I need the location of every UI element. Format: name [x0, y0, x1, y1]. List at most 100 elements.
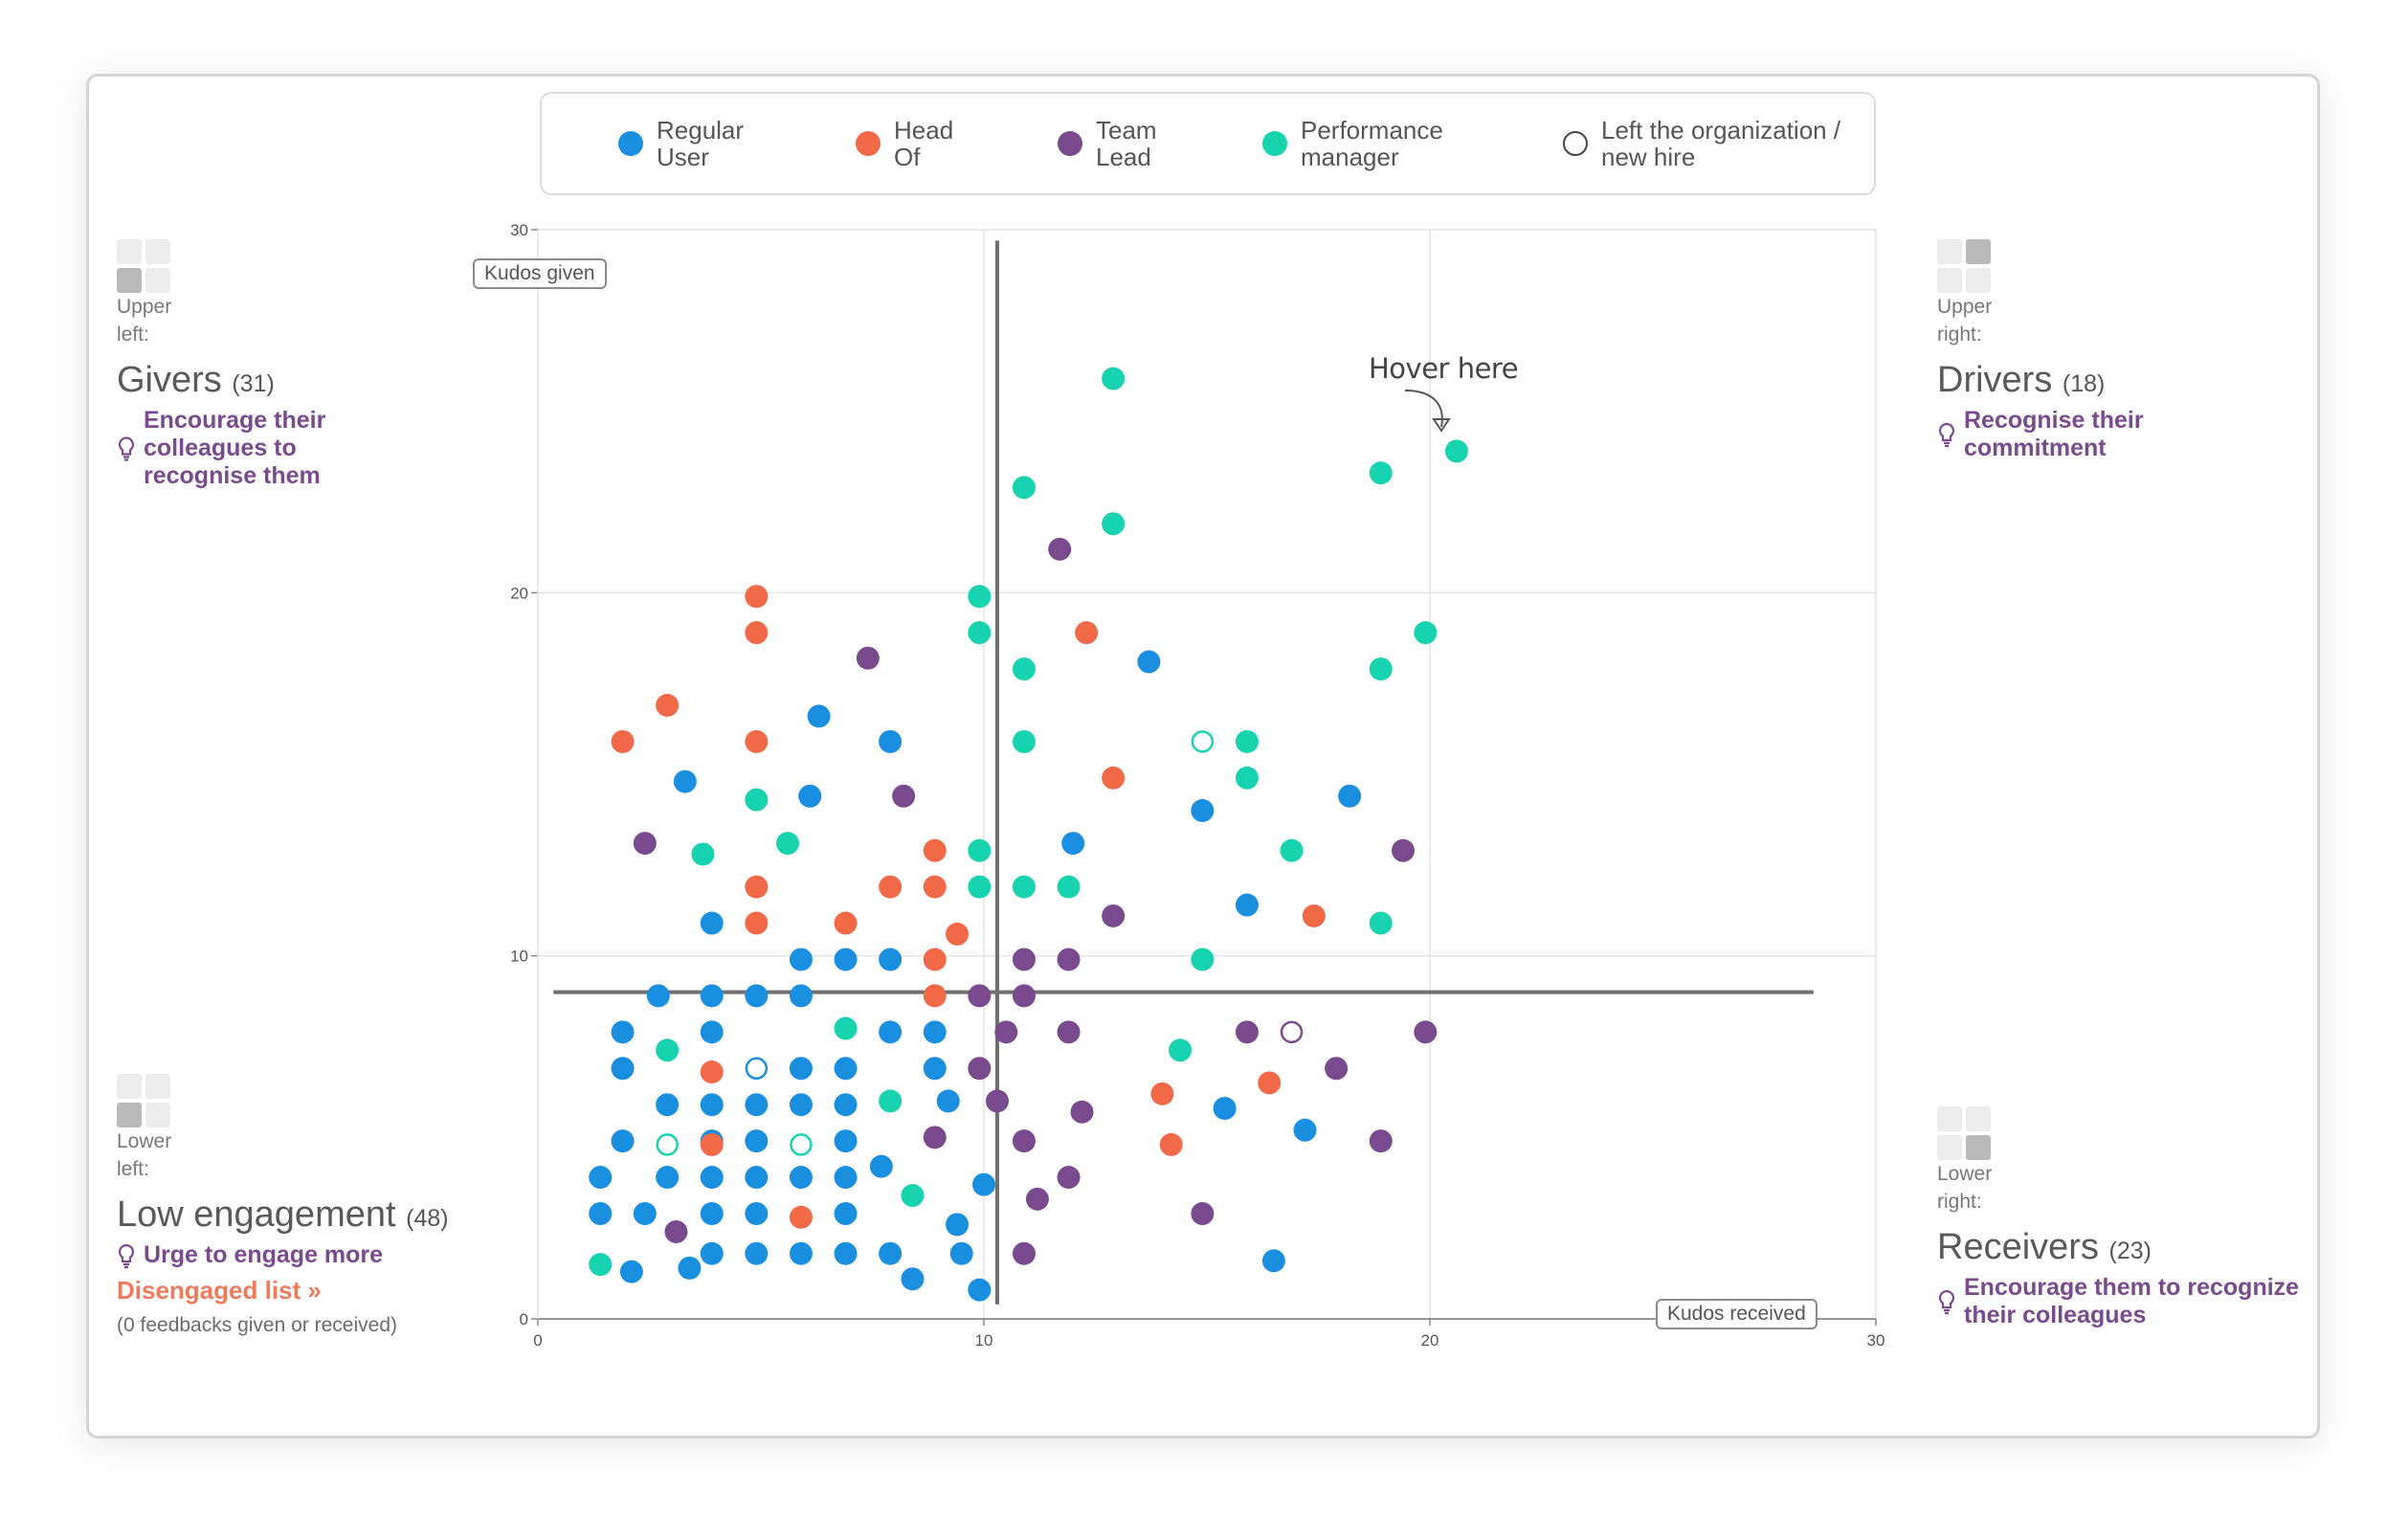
legend-label: Head Of: [894, 116, 954, 171]
quadrant-tip: Recognise their commitment: [1937, 407, 2320, 462]
double-chevron-right-icon: »: [307, 1276, 322, 1305]
lightbulb-icon: [1938, 422, 1955, 448]
x-tick-label: 20: [1421, 1331, 1439, 1350]
data-point-regular: [789, 984, 813, 1008]
data-point-regular: [589, 1166, 613, 1190]
quadrant-upper-right-icon: [1937, 239, 1991, 293]
data-point-perf: [901, 1184, 925, 1208]
data-point-regular: [968, 1278, 992, 1302]
data-point-perf: [1369, 911, 1393, 935]
quadrant-tip: Encourage them to recognize their collea…: [1937, 1274, 2320, 1329]
legend-item-team-lead[interactable]: Team Lead: [1058, 94, 1172, 193]
data-point-regular: [700, 1166, 724, 1190]
data-point-regular: [1061, 832, 1085, 856]
quadrant-count: (31): [232, 370, 275, 397]
quadrant-tip: Urge to engage more: [117, 1241, 519, 1270]
data-point-lead: [994, 1020, 1018, 1044]
data-point-perf: [879, 1089, 903, 1113]
data-point-lead: [633, 832, 657, 856]
curved-arrow-icon: [1404, 390, 1451, 433]
legend: Regular User Head Of Team Lead Performan…: [540, 92, 1876, 195]
data-point-lead: [923, 1126, 947, 1149]
data-point-regular: [879, 1241, 903, 1265]
data-point-head: [1102, 766, 1126, 790]
legend-item-performance-manager[interactable]: Performance manager: [1262, 94, 1492, 193]
quadrant-tip-text: Recognise their commitment: [1964, 407, 2144, 461]
data-point-perf: [775, 832, 799, 856]
data-point-regular: [923, 1057, 947, 1081]
data-point-lead: [856, 646, 880, 670]
data-point-regular: [700, 1020, 724, 1044]
legend-item-left-organization[interactable]: Left the organization / new hire: [1563, 94, 1879, 193]
lightbulb-icon: [118, 1243, 135, 1269]
quadrant-position: Upper left:: [117, 296, 172, 346]
data-point-regular: [807, 704, 831, 728]
data-point-perf: [1012, 875, 1036, 899]
data-point-left-organization: [1280, 1020, 1304, 1044]
data-points: [589, 367, 1468, 1302]
data-point-head: [923, 948, 947, 971]
data-point-regular: [673, 770, 697, 793]
data-point-regular: [789, 948, 813, 971]
data-point-regular: [879, 948, 903, 971]
data-point-perf: [968, 621, 992, 645]
data-point-regular: [700, 1093, 724, 1117]
data-point-perf: [1414, 621, 1438, 645]
data-point-perf: [1444, 439, 1468, 463]
data-point-regular: [1338, 784, 1362, 808]
lightbulb-icon: [118, 436, 135, 461]
data-point-regular: [789, 1093, 813, 1117]
data-point-left-organization: [1191, 730, 1215, 753]
disengaged-list-link[interactable]: Disengaged list »: [117, 1276, 322, 1306]
data-point-lead: [1012, 1129, 1036, 1153]
data-point-regular: [700, 984, 724, 1008]
data-point-regular: [879, 729, 903, 753]
y-tick-label: 30: [510, 221, 528, 239]
legend-label: Left the organization / new hire: [1601, 116, 1841, 171]
legend-label: Team Lead: [1096, 116, 1157, 171]
quadrant-title: Receivers (23): [1937, 1216, 2320, 1268]
data-point-head: [745, 875, 769, 899]
data-point-lead: [892, 784, 916, 808]
quadrant-position: Lower right:: [1937, 1163, 1993, 1213]
data-point-regular: [1293, 1118, 1317, 1142]
legend-marker-regular-user: [618, 131, 643, 156]
data-point-lead: [1048, 537, 1072, 561]
data-point-regular: [656, 1093, 680, 1117]
x-tick-label: 30: [1867, 1331, 1885, 1350]
data-point-head: [745, 621, 769, 645]
data-point-head: [745, 911, 769, 935]
quadrant-name: Receivers: [1937, 1227, 2099, 1267]
hover-annotation: Hover here: [1369, 352, 1519, 385]
data-point-perf: [656, 1038, 680, 1062]
legend-marker-performance-manager: [1262, 131, 1287, 156]
data-point-regular: [923, 1020, 947, 1044]
data-point-perf: [1191, 948, 1215, 971]
data-point-lead: [1102, 904, 1126, 927]
data-point-regular: [901, 1267, 925, 1291]
data-point-lead: [1057, 1020, 1081, 1044]
quadrant-name: Givers: [117, 360, 222, 400]
legend-item-head-of[interactable]: Head Of: [856, 94, 970, 193]
data-point-lead: [1325, 1057, 1349, 1081]
data-point-perf: [589, 1253, 613, 1277]
data-point-regular: [700, 911, 724, 935]
data-point-perf: [1102, 512, 1126, 536]
lightbulb-icon: [1938, 1289, 1955, 1315]
legend-label: Performance manager: [1301, 116, 1443, 171]
data-point-head: [1159, 1132, 1183, 1156]
data-point-lead: [1392, 838, 1416, 862]
y-tick-label: 20: [510, 584, 528, 602]
data-point-perf: [1369, 657, 1393, 681]
disengaged-note: (0 feedbacks given or received): [117, 1314, 397, 1336]
data-point-lead: [664, 1219, 688, 1243]
data-point-regular: [700, 1241, 724, 1265]
data-point-regular: [936, 1089, 960, 1113]
data-point-head: [611, 729, 635, 753]
quadrant-position: Lower left:: [117, 1130, 172, 1180]
data-point-regular: [745, 1166, 769, 1190]
data-point-lead: [1057, 1166, 1081, 1190]
data-point-perf: [968, 585, 992, 609]
legend-item-regular-user[interactable]: Regular User: [618, 94, 771, 193]
data-point-head: [745, 729, 769, 753]
